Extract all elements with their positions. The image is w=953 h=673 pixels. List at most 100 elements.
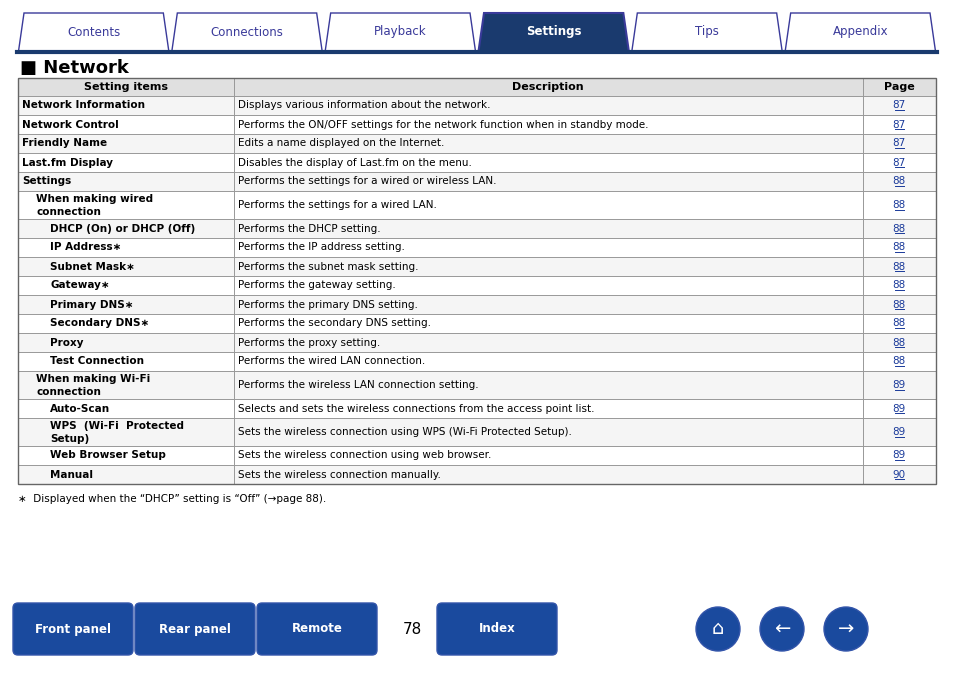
Text: Disables the display of Last.fm on the menu.: Disables the display of Last.fm on the m… (237, 157, 471, 168)
Text: Network Information: Network Information (22, 100, 145, 110)
Bar (862, 78, 935, 96)
Text: Playback: Playback (374, 26, 426, 38)
Bar (862, 418, 935, 446)
Bar (862, 465, 935, 484)
Text: Performs the settings for a wired LAN.: Performs the settings for a wired LAN. (237, 200, 436, 210)
Bar (862, 371, 935, 399)
Text: 89: 89 (892, 404, 905, 413)
Text: 87: 87 (892, 157, 905, 168)
Bar (18, 78, 935, 484)
Bar (862, 153, 935, 172)
Text: Connections: Connections (211, 26, 283, 38)
Polygon shape (477, 13, 628, 52)
Bar (233, 295, 862, 314)
Text: Description: Description (512, 82, 583, 92)
Bar (18, 172, 233, 191)
Text: Edits a name displayed on the Internet.: Edits a name displayed on the Internet. (237, 139, 444, 149)
FancyBboxPatch shape (256, 603, 376, 655)
Text: Performs the primary DNS setting.: Performs the primary DNS setting. (237, 299, 417, 310)
Bar (18, 257, 233, 276)
Bar (233, 446, 862, 465)
Bar (862, 352, 935, 371)
Bar (18, 446, 233, 465)
Bar (18, 465, 233, 484)
Bar (862, 219, 935, 238)
Text: Gateway∗: Gateway∗ (50, 281, 110, 291)
Text: Sets the wireless connection using WPS (Wi-Fi Protected Setup).: Sets the wireless connection using WPS (… (237, 427, 571, 437)
Bar (233, 96, 862, 115)
Text: 78: 78 (402, 621, 421, 637)
Bar (18, 418, 233, 446)
Bar (862, 333, 935, 352)
Text: ←: ← (773, 620, 789, 639)
Bar (18, 134, 233, 153)
Text: Secondary DNS∗: Secondary DNS∗ (50, 318, 149, 328)
Bar (18, 352, 233, 371)
Text: When making Wi-Fi: When making Wi-Fi (36, 374, 150, 384)
Bar (862, 352, 935, 371)
Bar (18, 238, 233, 257)
Bar (233, 352, 862, 371)
Text: Front panel: Front panel (35, 623, 111, 635)
Text: Displays various information about the network.: Displays various information about the n… (237, 100, 490, 110)
Bar (18, 219, 233, 238)
Bar (233, 399, 862, 418)
Bar (18, 276, 233, 295)
Bar (18, 333, 233, 352)
Bar (862, 314, 935, 333)
Bar (18, 371, 233, 399)
Text: Appendix: Appendix (832, 26, 887, 38)
Bar (18, 399, 233, 418)
Bar (18, 295, 233, 314)
Bar (233, 257, 862, 276)
Bar (233, 333, 862, 352)
Bar (233, 371, 862, 399)
Bar (233, 115, 862, 134)
Bar (862, 115, 935, 134)
Text: 89: 89 (892, 450, 905, 460)
Text: Page: Page (883, 82, 914, 92)
Text: Auto-Scan: Auto-Scan (50, 404, 110, 413)
Text: Performs the wireless LAN connection setting.: Performs the wireless LAN connection set… (237, 380, 477, 390)
Bar (18, 191, 233, 219)
Text: ∗  Displayed when the “DHCP” setting is “Off” (→page 88).: ∗ Displayed when the “DHCP” setting is “… (18, 494, 326, 504)
Text: 88: 88 (892, 318, 905, 328)
Bar (862, 78, 935, 96)
Bar (233, 418, 862, 446)
Bar (18, 371, 233, 399)
Bar (18, 295, 233, 314)
Text: DHCP (On) or DHCP (Off): DHCP (On) or DHCP (Off) (50, 223, 195, 234)
Bar (233, 371, 862, 399)
Text: Performs the wired LAN connection.: Performs the wired LAN connection. (237, 357, 424, 367)
Bar (862, 191, 935, 219)
Text: Performs the secondary DNS setting.: Performs the secondary DNS setting. (237, 318, 430, 328)
Polygon shape (18, 13, 169, 52)
Bar (233, 153, 862, 172)
Text: Performs the IP address setting.: Performs the IP address setting. (237, 242, 404, 252)
Bar (862, 276, 935, 295)
Bar (862, 399, 935, 418)
Text: 89: 89 (892, 380, 905, 390)
Bar (862, 257, 935, 276)
Text: Primary DNS∗: Primary DNS∗ (50, 299, 133, 310)
Bar (233, 96, 862, 115)
Bar (862, 399, 935, 418)
Bar (862, 172, 935, 191)
Bar (18, 238, 233, 257)
Text: 87: 87 (892, 139, 905, 149)
Bar (233, 465, 862, 484)
Bar (233, 153, 862, 172)
Polygon shape (325, 13, 476, 52)
Bar (233, 191, 862, 219)
Text: 88: 88 (892, 357, 905, 367)
Bar (18, 446, 233, 465)
Bar (233, 219, 862, 238)
Text: Subnet Mask∗: Subnet Mask∗ (50, 262, 134, 271)
FancyBboxPatch shape (436, 603, 557, 655)
Polygon shape (631, 13, 781, 52)
Text: Setting items: Setting items (84, 82, 168, 92)
Text: Manual: Manual (50, 470, 92, 479)
Circle shape (823, 607, 867, 651)
Bar (862, 134, 935, 153)
Bar (233, 238, 862, 257)
